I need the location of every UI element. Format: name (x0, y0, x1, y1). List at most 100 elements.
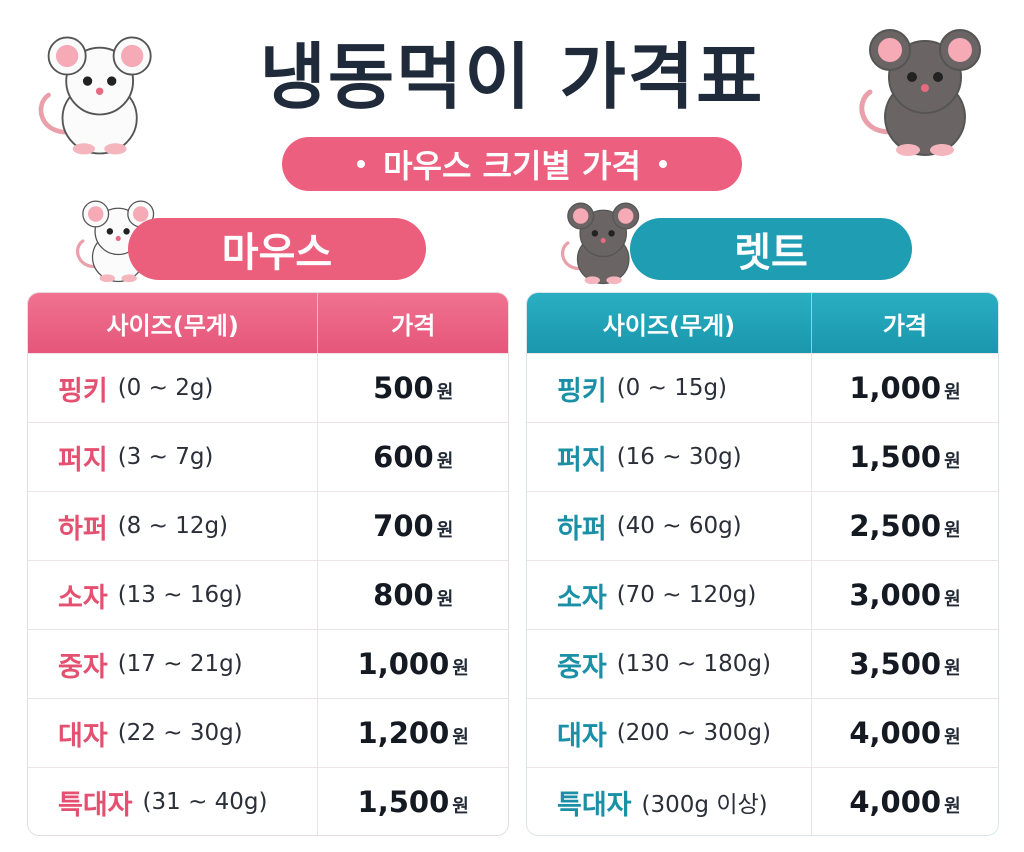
price: 2,500 (849, 509, 942, 543)
weight-range: (22 ~ 30g) (117, 720, 243, 746)
size-cell: 중자 (17 ~ 21g) (28, 630, 319, 698)
size-cell: 퍼지 (16 ~ 30g) (527, 423, 812, 491)
price: 1,200 (357, 716, 450, 750)
price-cell: 500 원 (318, 354, 508, 422)
table-row: 대자 (22 ~ 30g) 1,200 원 (28, 698, 508, 767)
size-cell: 핑키 (0 ~ 2g) (28, 354, 319, 422)
currency-unit: 원 (944, 382, 961, 403)
size-cell: 중자 (130 ~ 180g) (527, 630, 812, 698)
price-cell: 3,500 원 (812, 630, 998, 698)
table-label: 마우스 (128, 218, 426, 280)
price: 4,000 (849, 785, 942, 819)
table-row: 하퍼 (8 ~ 12g) 700 원 (28, 491, 508, 560)
table-row: 특대자 (31 ~ 40g) 1,500 원 (28, 767, 508, 835)
size-cell: 대자 (22 ~ 30g) (28, 699, 319, 767)
size-name: 핑키 (58, 375, 108, 407)
dot (658, 160, 667, 168)
size-name: 중자 (58, 651, 108, 683)
price: 1,500 (357, 785, 450, 819)
price-cell: 1,200 원 (318, 699, 508, 767)
price: 700 (373, 509, 434, 543)
price: 1,500 (849, 440, 942, 474)
currency-unit: 원 (452, 727, 469, 748)
price: 3,000 (849, 578, 942, 612)
subtitle-pill: 마우스 크기별 가격 (282, 137, 742, 191)
table-row: 중자 (130 ~ 180g) 3,500 원 (527, 629, 998, 698)
size-name: 중자 (557, 651, 607, 683)
size-name: 특대자 (58, 789, 133, 821)
currency-unit: 원 (452, 658, 469, 679)
price-cell: 1,500 원 (812, 423, 998, 491)
price: 800 (373, 578, 434, 612)
dot (357, 160, 366, 168)
weight-range: (40 ~ 60g) (616, 513, 742, 539)
price-cell: 800 원 (318, 561, 508, 629)
price-cell: 700 원 (318, 492, 508, 560)
price: 1,000 (849, 371, 942, 405)
column-header: 가격 (882, 311, 928, 340)
weight-range: (0 ~ 15g) (616, 375, 728, 401)
currency-unit: 원 (944, 451, 961, 472)
size-name: 특대자 (557, 789, 632, 821)
size-cell: 특대자 (300g 이상) (527, 768, 812, 835)
gray-rat-small (560, 201, 641, 286)
price-cell: 600 원 (318, 423, 508, 491)
size-name: 핑키 (557, 375, 607, 407)
size-cell: 소자 (13 ~ 16g) (28, 561, 319, 629)
weight-range: (200 ~ 300g) (616, 720, 771, 746)
size-cell: 핑키 (0 ~ 15g) (527, 354, 812, 422)
price-cell: 2,500 원 (812, 492, 998, 560)
header-row: 사이즈(무게) 가격 (28, 293, 508, 353)
weight-range: (13 ~ 16g) (117, 582, 243, 608)
price-cell: 4,000 원 (812, 699, 998, 767)
table-row: 핑키 (0 ~ 2g) 500 원 (28, 353, 508, 422)
size-cell: 하퍼 (40 ~ 60g) (527, 492, 812, 560)
header-row: 사이즈(무게) 가격 (527, 293, 998, 353)
price-table: 사이즈(무게) 가격 핑키 (0 ~ 2g) 500 원 퍼지 (3 ~ 7g) 600 원 하퍼(… (27, 292, 509, 836)
table-row: 퍼지 (16 ~ 30g) 1,500 원 (527, 422, 998, 491)
price-table: 사이즈(무게) 가격 핑키 (0 ~ 15g) 1,000 원 퍼지 (16 ~ 30g) 1,… (526, 292, 999, 836)
size-cell: 특대자 (31 ~ 40g) (28, 768, 319, 835)
weight-range: (3 ~ 7g) (117, 444, 214, 470)
currency-unit: 원 (436, 589, 454, 610)
currency-unit: 원 (452, 796, 469, 817)
price-cell: 1,000 원 (812, 354, 998, 422)
price-cell: 1,500 원 (318, 768, 508, 835)
table-label: 렛트 (630, 218, 912, 280)
price-cell: 1,000 원 (318, 630, 508, 698)
weight-range: (130 ~ 180g) (616, 651, 771, 677)
size-name: 하퍼 (58, 513, 108, 545)
table-row: 핑키 (0 ~ 15g) 1,000 원 (527, 353, 998, 422)
weight-range: (16 ~ 30g) (616, 444, 742, 470)
size-cell: 소자 (70 ~ 120g) (527, 561, 812, 629)
size-name: 퍼지 (58, 444, 108, 476)
price: 3,500 (849, 647, 942, 681)
size-name: 소자 (58, 582, 108, 614)
price: 500 (373, 371, 434, 405)
currency-unit: 원 (944, 589, 961, 610)
size-name: 소자 (557, 582, 607, 614)
weight-range: (300g 이상) (641, 792, 768, 818)
price-cell: 4,000 원 (812, 768, 998, 835)
title: 냉동먹이 가격표 (259, 35, 765, 119)
currency-unit: 원 (944, 658, 961, 679)
weight-range: (8 ~ 12g) (117, 513, 229, 539)
subtitle: 마우스 크기별 가격 (383, 147, 641, 185)
currency-unit: 원 (944, 727, 961, 748)
weight-range: (31 ~ 40g) (142, 789, 268, 815)
table-row: 소자 (13 ~ 16g) 800 원 (28, 560, 508, 629)
weight-range: (70 ~ 120g) (616, 582, 757, 608)
price-cell: 3,000 원 (812, 561, 998, 629)
column-header: 사이즈(무게) (28, 293, 319, 353)
column-header: 사이즈(무게) (527, 293, 812, 353)
price: 600 (373, 440, 434, 474)
table-row: 퍼지 (3 ~ 7g) 600 원 (28, 422, 508, 491)
table-row: 특대자 (300g 이상) 4,000 원 (527, 767, 998, 835)
currency-unit: 원 (436, 382, 454, 403)
price: 1,000 (357, 647, 450, 681)
table-row: 하퍼 (40 ~ 60g) 2,500 원 (527, 491, 998, 560)
currency-unit: 원 (944, 796, 961, 817)
price: 4,000 (849, 716, 942, 750)
column-header: 가격 (391, 311, 436, 340)
table-row: 소자 (70 ~ 120g) 3,000 원 (527, 560, 998, 629)
